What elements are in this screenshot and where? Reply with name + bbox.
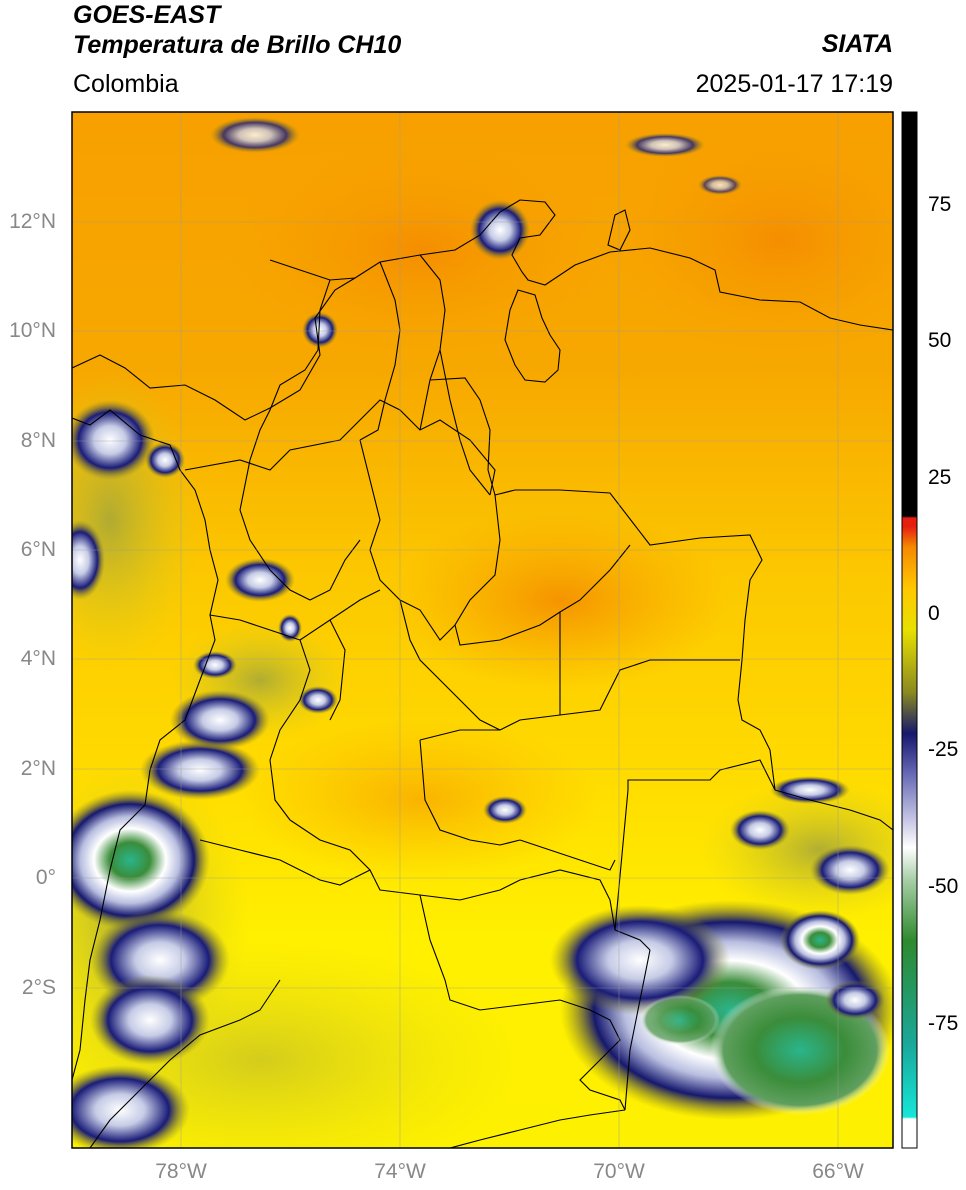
map-raster — [72, 112, 893, 1148]
lon-label: 66°W — [812, 1160, 864, 1183]
coastlines-borders — [72, 199, 893, 1148]
pacific-coastline — [72, 409, 219, 1081]
lat-label: 4°N — [20, 647, 56, 670]
title-block: GOES-EAST Temperatura de Brillo CH10 — [73, 0, 401, 60]
lat-label: 8°N — [20, 429, 56, 452]
satellite-title: GOES-EAST — [73, 1, 221, 29]
colorbar-tick-label: -75 — [928, 1012, 959, 1035]
lat-label: 12°N — [9, 210, 56, 233]
colorbar-tick-label: -25 — [928, 738, 959, 761]
colorbar — [901, 111, 918, 1149]
colorbar-tick-label: 50 — [928, 329, 952, 352]
lat-label: 2°N — [20, 757, 56, 780]
venezuela-border — [429, 377, 776, 791]
colorbar-tick-label: 25 — [928, 466, 952, 489]
region-label: Colombia — [73, 70, 179, 98]
product-title: Temperatura de Brillo CH10 — [73, 31, 402, 59]
cloud-cell — [72, 790, 210, 930]
brand-label: SIATA — [821, 30, 893, 58]
lon-label: 70°W — [593, 1160, 645, 1183]
gridlines — [72, 112, 893, 1148]
lon-label: 78°W — [155, 1160, 207, 1183]
map-frame — [71, 111, 894, 1149]
lat-label: 10°N — [9, 319, 56, 342]
lake-maracaibo — [504, 289, 561, 383]
caribbean-coastline — [72, 199, 893, 421]
lon-label: 74°W — [374, 1160, 426, 1183]
northern-border — [184, 399, 496, 496]
colorbar-tick-label: -50 — [928, 875, 959, 898]
colorbar-tick-label: 0 — [928, 602, 940, 625]
lat-label: 2°S — [21, 976, 56, 999]
colorbar-tick-label: 75 — [928, 193, 952, 216]
lat-label: 0° — [35, 866, 56, 889]
lat-label: 6°N — [20, 538, 56, 561]
timestamp-label: 2025-01-17 17:19 — [695, 70, 893, 98]
